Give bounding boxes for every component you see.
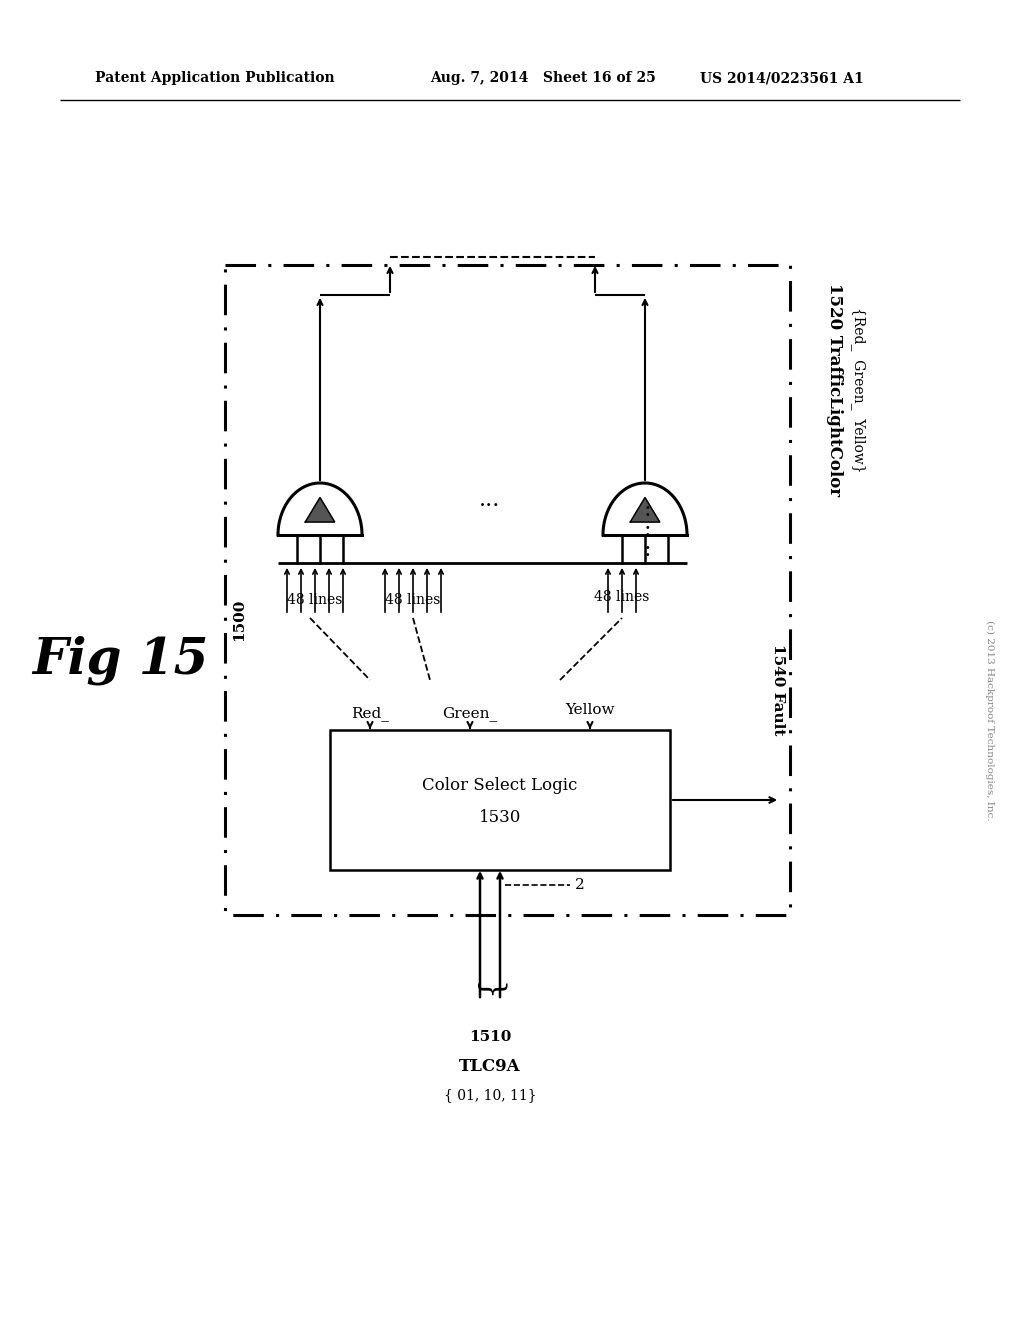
Text: Yellow: Yellow: [565, 704, 614, 717]
Text: Patent Application Publication: Patent Application Publication: [95, 71, 335, 84]
Text: {Red_  Green_  Yellow}: {Red_ Green_ Yellow}: [851, 308, 865, 473]
Text: 1540 Fault: 1540 Fault: [771, 644, 785, 735]
Text: 1530: 1530: [479, 809, 521, 826]
Text: 1500: 1500: [232, 599, 246, 642]
Text: Aug. 7, 2014   Sheet 16 of 25: Aug. 7, 2014 Sheet 16 of 25: [430, 71, 655, 84]
Bar: [330, 730, 670, 870]
Text: {: {: [474, 975, 506, 995]
Text: 2: 2: [575, 878, 585, 892]
Text: (c) 2013 Hackproof Technologies, Inc.: (c) 2013 Hackproof Technologies, Inc.: [985, 619, 994, 820]
Text: Color Select Logic: Color Select Logic: [422, 776, 578, 793]
Text: ...: ...: [479, 488, 501, 511]
Text: 48 lines: 48 lines: [594, 590, 649, 605]
Polygon shape: [631, 498, 659, 521]
Text: 48 lines: 48 lines: [288, 593, 343, 607]
Text: Fig 15: Fig 15: [32, 635, 208, 685]
Text: :: :: [643, 519, 650, 541]
Text: 1510: 1510: [469, 1030, 511, 1044]
Text: 1520 TrafficLightColor: 1520 TrafficLightColor: [826, 284, 844, 496]
Text: TLC9A: TLC9A: [459, 1059, 521, 1074]
Text: :: :: [643, 539, 650, 561]
Text: US 2014/0223561 A1: US 2014/0223561 A1: [700, 71, 864, 84]
Bar: [225, 265, 790, 915]
Text: Red_: Red_: [351, 706, 389, 722]
Text: :: :: [643, 499, 650, 521]
Text: 48 lines: 48 lines: [385, 593, 440, 607]
Text: Green_: Green_: [442, 706, 498, 722]
Polygon shape: [305, 498, 335, 521]
Text: { 01, 10, 11}: { 01, 10, 11}: [443, 1088, 537, 1102]
